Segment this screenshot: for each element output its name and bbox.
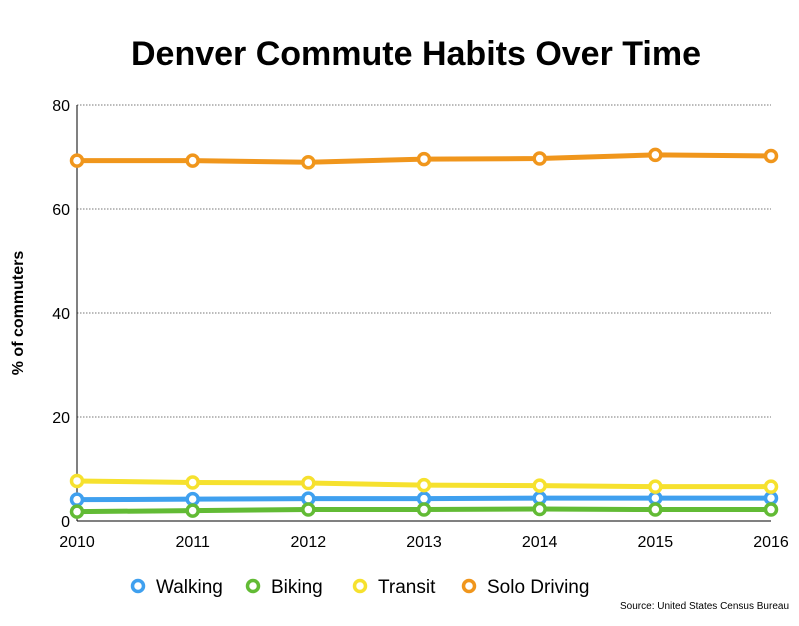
legend-marker bbox=[461, 578, 477, 594]
data-point bbox=[301, 475, 316, 491]
x-tick-label: 2013 bbox=[406, 534, 442, 551]
chart-title: Denver Commute Habits Over Time bbox=[131, 35, 701, 73]
x-tick-label: 2014 bbox=[522, 534, 558, 551]
data-point bbox=[69, 492, 85, 507]
y-tick-label: 0 bbox=[61, 514, 70, 531]
data-point bbox=[185, 491, 200, 507]
data-point bbox=[185, 153, 200, 168]
data-point bbox=[532, 478, 547, 493]
data-point bbox=[763, 148, 779, 164]
legend-label: Walking bbox=[156, 577, 223, 598]
data-point bbox=[648, 502, 663, 517]
legend-label: Biking bbox=[271, 577, 323, 598]
x-tick-label: 2015 bbox=[638, 534, 674, 551]
series-group bbox=[69, 147, 779, 519]
y-tick-label: 60 bbox=[52, 202, 70, 219]
x-tick-label: 2012 bbox=[291, 534, 327, 551]
data-point bbox=[69, 504, 85, 519]
source-note: Source: United States Census Bureau bbox=[620, 601, 789, 612]
data-point bbox=[763, 502, 779, 517]
data-point bbox=[69, 153, 85, 168]
data-point bbox=[416, 477, 432, 493]
data-point bbox=[185, 503, 200, 518]
data-point bbox=[416, 502, 432, 517]
data-point bbox=[532, 501, 547, 517]
y-axis-label: % of commuters bbox=[10, 251, 27, 376]
legend-marker bbox=[245, 578, 261, 594]
legend-marker bbox=[352, 578, 368, 594]
data-point bbox=[763, 490, 779, 506]
legend-label: Transit bbox=[378, 577, 436, 598]
y-tick-label: 40 bbox=[52, 306, 70, 323]
x-tick-label: 2016 bbox=[753, 534, 789, 551]
data-point bbox=[69, 473, 85, 489]
data-point bbox=[301, 154, 316, 170]
data-point bbox=[301, 502, 316, 517]
legend-marker bbox=[130, 578, 146, 594]
data-point bbox=[648, 479, 663, 494]
data-point bbox=[416, 151, 432, 167]
legend-label: Solo Driving bbox=[487, 577, 589, 598]
grid-lines bbox=[77, 104, 771, 418]
axes bbox=[76, 105, 771, 522]
data-point bbox=[648, 147, 663, 163]
y-tick-label: 80 bbox=[52, 98, 70, 115]
data-point bbox=[532, 151, 547, 166]
tick-labels: 0 20 40 60 80 2010 2011 2012 2013 2014 2015 2016 bbox=[52, 98, 789, 551]
x-tick-label: 2011 bbox=[175, 534, 210, 551]
data-point bbox=[648, 490, 663, 506]
data-point bbox=[185, 475, 200, 490]
y-tick-label: 20 bbox=[52, 410, 70, 427]
x-tick-label: 2010 bbox=[59, 534, 95, 551]
data-point bbox=[763, 479, 779, 494]
legend: Walking Biking Transit Solo Driving bbox=[130, 577, 589, 598]
